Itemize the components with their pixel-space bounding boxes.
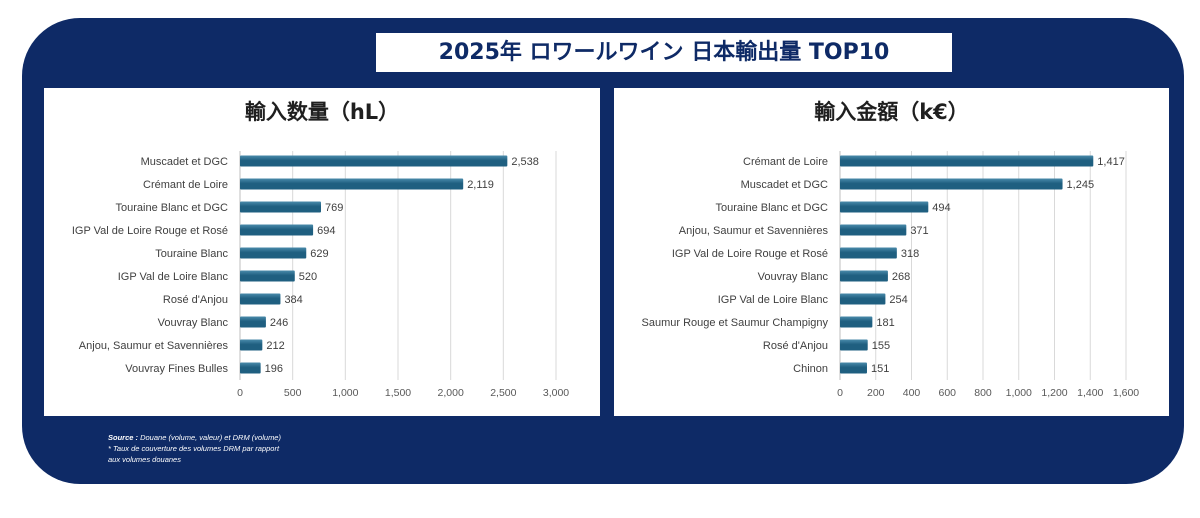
category-label: IGP Val de Loire Blanc — [718, 294, 829, 306]
bar — [240, 201, 322, 213]
bar — [840, 270, 888, 282]
source-note: Source : Douane (volume, valeur) et DRM … — [108, 432, 368, 465]
bar — [840, 316, 873, 328]
bar — [840, 362, 867, 374]
chart-title-volume: 輸入数量（hL） — [244, 100, 400, 124]
bar — [240, 155, 508, 167]
bar — [240, 316, 266, 328]
chart-title-value: 輸入金額（k€） — [814, 100, 969, 124]
bar — [840, 339, 868, 351]
bar — [840, 247, 897, 259]
value-label: 2,538 — [511, 156, 539, 168]
value-label: 268 — [892, 271, 910, 283]
category-label: Crémant de Loire — [743, 156, 828, 168]
bar — [240, 178, 464, 190]
value-label: 2,119 — [467, 179, 494, 191]
x-tick-label: 500 — [284, 387, 302, 399]
category-label: Anjou, Saumur et Savennières — [79, 340, 229, 352]
coverage-note-line-1: * Taux de couverture des volumes DRM par… — [108, 444, 280, 453]
x-tick-label: 0 — [837, 387, 843, 399]
bar — [240, 339, 263, 351]
value-label: 155 — [872, 340, 890, 352]
coverage-note-line-2: aux volumes douanes — [108, 455, 181, 464]
category-label: IGP Val de Loire Rouge et Rosé — [672, 248, 828, 260]
value-label: 494 — [932, 202, 950, 214]
category-label: Vouvray Fines Bulles — [125, 363, 228, 375]
bar — [840, 201, 929, 213]
category-label: Vouvray Blanc — [758, 271, 829, 283]
source-text: Douane (volume, valeur) et DRM (volume) — [138, 433, 281, 442]
value-label: 318 — [901, 248, 919, 260]
value-label: 1,417 — [1097, 156, 1125, 168]
bar — [840, 155, 1094, 167]
chart-value: 0 200 400 600 800 1,000 1,200 1,400 1,600 Crémant… — [642, 151, 1139, 399]
page-title: 2025年 ロワールワイン 日本輸出量 TOP10 — [376, 33, 952, 72]
x-tick-label: 1,500 — [385, 387, 411, 399]
category-label: IGP Val de Loire Blanc — [118, 271, 229, 283]
category-label: Crémant de Loire — [143, 179, 228, 191]
value-label: 246 — [270, 317, 288, 329]
value-label: 694 — [317, 225, 335, 237]
x-tick-label: 0 — [237, 387, 243, 399]
x-tick-label: 400 — [903, 387, 921, 399]
value-label: 371 — [910, 225, 928, 237]
source-line: Source : Douane (volume, valeur) et DRM … — [108, 432, 368, 443]
category-label: Touraine Blanc et DGC — [716, 202, 829, 214]
x-tick-label: 1,000 — [1006, 387, 1032, 399]
x-tick-label: 1,000 — [332, 387, 358, 399]
value-label: 769 — [325, 202, 343, 214]
x-tick-label: 1,400 — [1077, 387, 1103, 399]
category-label: Vouvray Blanc — [158, 317, 229, 329]
chart-panel-volume: 輸入数量（hL） 0 500 1,000 1,500 2,000 2,500 3,000 Mu… — [44, 88, 600, 416]
bar — [240, 293, 281, 305]
bar — [240, 247, 307, 259]
category-label: Touraine Blanc et DGC — [116, 202, 229, 214]
value-label: 1,245 — [1067, 179, 1095, 191]
category-label: Rosé d'Anjou — [763, 340, 828, 352]
x-tick-label: 1,600 — [1113, 387, 1139, 399]
bar — [240, 224, 314, 236]
x-tick-label: 3,000 — [543, 387, 569, 399]
x-tick-label: 2,500 — [490, 387, 516, 399]
value-label: 384 — [284, 294, 302, 306]
x-tick-label: 600 — [938, 387, 956, 399]
bar — [840, 178, 1063, 190]
chart-volume: 0 500 1,000 1,500 2,000 2,500 3,000 Muscadet et… — [72, 151, 569, 399]
category-label: Rosé d'Anjou — [163, 294, 228, 306]
chart-panel-value: 輸入金額（k€） 0 200 400 600 800 1,000 1,200 1,400 1,6… — [614, 88, 1169, 416]
value-label: 151 — [871, 363, 889, 375]
source-label: Source : — [108, 433, 139, 442]
category-label: Muscadet et DGC — [741, 179, 828, 191]
bar — [840, 224, 907, 236]
category-label: Anjou, Saumur et Savennières — [679, 225, 829, 237]
x-tick-label: 800 — [974, 387, 992, 399]
x-tick-label: 200 — [867, 387, 885, 399]
value-label: 181 — [876, 317, 894, 329]
category-label: Touraine Blanc — [155, 248, 228, 260]
category-label: IGP Val de Loire Rouge et Rosé — [72, 225, 228, 237]
category-label: Chinon — [793, 363, 828, 375]
bar — [240, 270, 295, 282]
value-label: 629 — [310, 248, 328, 260]
value-label: 520 — [299, 271, 317, 283]
category-label: Muscadet et DGC — [141, 156, 228, 168]
value-label: 254 — [889, 294, 907, 306]
category-label: Saumur Rouge et Saumur Champigny — [642, 317, 829, 329]
bar — [240, 362, 261, 374]
value-label: 212 — [266, 340, 284, 352]
value-label: 196 — [265, 363, 283, 375]
x-tick-label: 1,200 — [1041, 387, 1067, 399]
bar — [840, 293, 886, 305]
x-tick-label: 2,000 — [438, 387, 464, 399]
